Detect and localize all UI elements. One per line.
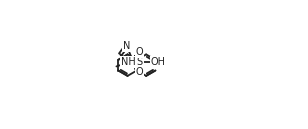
Text: O: O	[136, 47, 144, 57]
Text: N: N	[133, 55, 140, 65]
Text: NH: NH	[120, 57, 135, 67]
Text: O: O	[136, 67, 144, 77]
Text: S: S	[137, 57, 143, 67]
Text: N: N	[123, 58, 130, 68]
Text: OH: OH	[151, 57, 166, 67]
Text: N: N	[123, 41, 130, 51]
